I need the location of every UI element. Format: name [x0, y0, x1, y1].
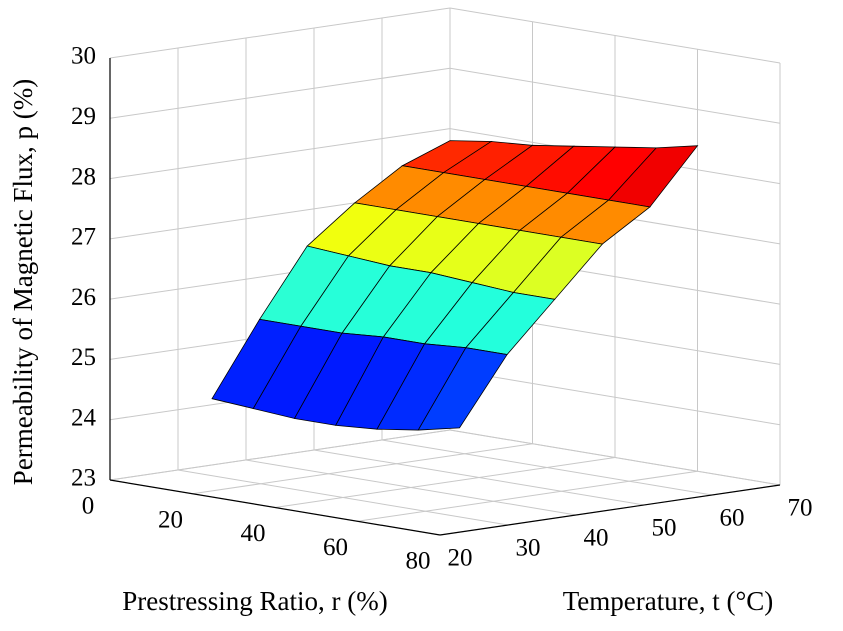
- x-tick-label: 20: [158, 506, 183, 533]
- y-tick-label: 20: [448, 545, 473, 572]
- z-tick-label: 24: [71, 404, 97, 431]
- z-tick-label: 25: [71, 344, 96, 371]
- grid-line: [177, 469, 509, 526]
- grid-line: [245, 459, 577, 516]
- grid-line: [381, 439, 713, 496]
- grid-line: [109, 128, 451, 180]
- y-tick-label: 40: [584, 525, 609, 552]
- z-tick-label: 23: [71, 465, 96, 492]
- x-tick-label: 60: [323, 534, 348, 561]
- axis-line: [439, 484, 781, 536]
- grid-line: [449, 7, 781, 64]
- grid-line: [192, 443, 533, 495]
- x-tick-label: 80: [406, 548, 431, 575]
- grid-line: [449, 67, 781, 124]
- z-tick-label: 29: [71, 103, 96, 130]
- y-axis-title: Temperature, t (°C): [563, 586, 774, 616]
- grid-line: [274, 457, 616, 508]
- grid-line: [313, 449, 645, 506]
- grid-line: [109, 67, 451, 119]
- grid-line: [109, 429, 451, 481]
- y-tick-label: 60: [720, 505, 745, 532]
- surface-patch: [417, 347, 508, 431]
- axis-line: [109, 479, 441, 536]
- y-tick-label: 70: [788, 495, 813, 522]
- grid-line: [357, 470, 698, 522]
- x-tick-label: 0: [82, 493, 95, 520]
- z-axis-title: Permeability of Magnetic Flux, p (%): [8, 79, 38, 485]
- y-tick-label: 30: [516, 535, 541, 562]
- z-tick-label: 30: [71, 43, 96, 70]
- z-tick-label: 26: [71, 284, 96, 311]
- z-tick-label: 27: [71, 224, 96, 251]
- z-tick-label: 28: [71, 163, 96, 190]
- grid-line: [449, 429, 781, 486]
- grid-line: [109, 7, 451, 59]
- x-tick-label: 40: [241, 520, 266, 547]
- x-axis-title: Prestressing Ratio, r (%): [122, 586, 387, 616]
- grid-line: [449, 369, 781, 426]
- y-tick-label: 50: [652, 515, 677, 542]
